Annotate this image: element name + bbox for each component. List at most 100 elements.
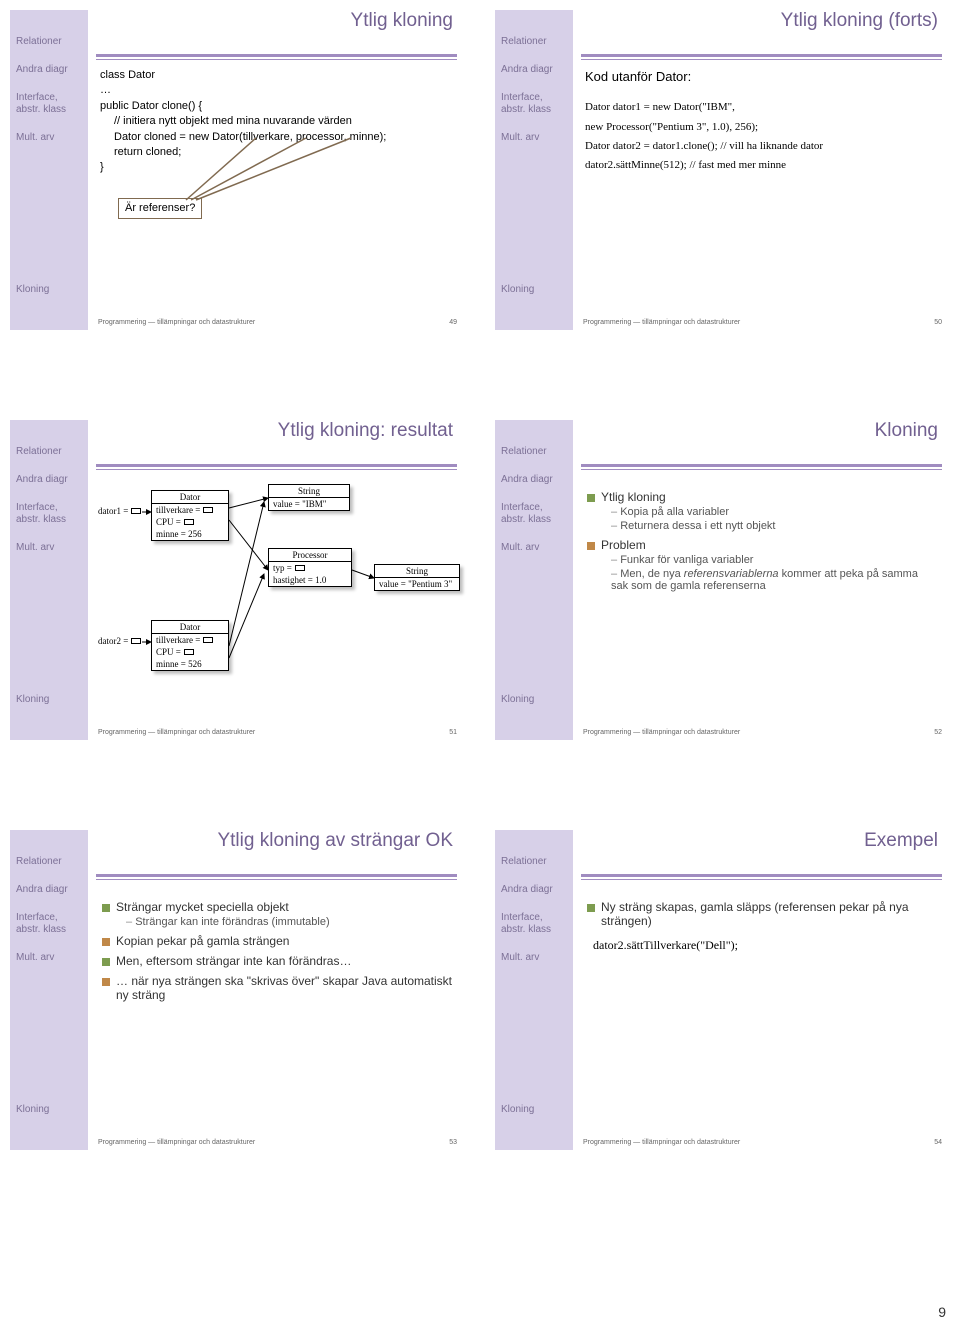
sidebar-item: Mult. arv xyxy=(10,124,88,152)
title-bar: Ytlig kloning (forts) xyxy=(581,10,942,50)
sidebar-item: Andra diagr xyxy=(495,56,573,84)
sidebar: RelationerAndra diagrInterface, abstr. k… xyxy=(495,10,573,330)
bullet-icon xyxy=(102,938,110,946)
object-field: tillverkare = xyxy=(152,634,228,646)
bullet-icon xyxy=(102,904,110,912)
rule-thick xyxy=(96,874,457,877)
object-field: typ = xyxy=(269,562,351,574)
ref-icon xyxy=(184,519,194,525)
slide-title: Ytlig kloning: resultat xyxy=(278,420,453,442)
rule-thick xyxy=(581,54,942,57)
footer-text: Programmering — tillämpningar och datast… xyxy=(583,729,740,736)
bullet-text: Strängar mycket speciella objekt xyxy=(116,900,289,914)
sidebar-item: Relationer xyxy=(10,438,88,466)
object-header: Dator xyxy=(152,621,228,634)
sidebar-item: Interface, abstr. klass xyxy=(10,84,88,124)
footer-text: Programmering — tillämpningar och datast… xyxy=(98,1139,255,1146)
sidebar-item: Interface, abstr. klass xyxy=(495,494,573,534)
sidebar: RelationerAndra diagrInterface, abstr. k… xyxy=(10,10,88,330)
bullet-item: Ny sträng skapas, gamla släpps (referens… xyxy=(587,900,938,928)
rule-thick xyxy=(96,54,457,57)
slide-main: Ytlig kloning: resultat dator1 = dator2 = D… xyxy=(88,420,465,740)
object-box: Datortillverkare = CPU = minne = 256 xyxy=(151,490,229,541)
code-line: new Processor("Pentium 3", 1.0), 256); xyxy=(585,120,942,135)
title-bar: Ytlig kloning av strängar OK xyxy=(96,830,457,870)
slide-main: Ytlig kloning (forts)Kod utanför Dator:D… xyxy=(573,10,950,330)
slide-main: Ytlig kloning class Dator…public Dator cl… xyxy=(88,10,465,330)
bullet-item: Problem xyxy=(587,538,938,552)
bullets: Strängar mycket speciella objekt Strängar… xyxy=(96,888,457,1002)
code-line: } xyxy=(100,160,457,175)
slide: RelationerAndra diagrInterface, abstr. k… xyxy=(10,420,465,740)
ref-icon xyxy=(203,507,213,513)
rule-thin xyxy=(96,59,457,60)
slide-footer: Programmering — tillämpningar och datast… xyxy=(98,1139,457,1146)
sidebar-item: Kloning xyxy=(495,686,573,714)
sidebar-item: Relationer xyxy=(10,28,88,56)
sidebar-item: Kloning xyxy=(10,276,88,304)
sidebar-item: Mult. arv xyxy=(495,534,573,562)
slide-title: Ytlig kloning av strängar OK xyxy=(217,830,453,852)
footer-page: 52 xyxy=(934,729,942,736)
slide: RelationerAndra diagrInterface, abstr. k… xyxy=(495,10,950,330)
slide-title: Ytlig kloning xyxy=(351,10,453,32)
sidebar-item: Relationer xyxy=(10,848,88,876)
bullet-item: … när nya strängen ska "skrivas över" sk… xyxy=(102,974,453,1002)
slide: RelationerAndra diagrInterface, abstr. k… xyxy=(10,10,465,330)
slide-title: Exempel xyxy=(864,830,938,852)
code-line: class Dator xyxy=(100,68,457,83)
sidebar-item: Relationer xyxy=(495,28,573,56)
footer-text: Programmering — tillämpningar och datast… xyxy=(98,319,255,326)
sidebar-item: Interface, abstr. klass xyxy=(10,494,88,534)
object-box: Datortillverkare = CPU = minne = 526 xyxy=(151,620,229,671)
code-line: return cloned; xyxy=(100,145,457,160)
sidebar-item: Andra diagr xyxy=(495,876,573,904)
bullet-text: Ytlig kloning xyxy=(601,490,666,504)
sidebar-item: Interface, abstr. klass xyxy=(495,84,573,124)
slide-title: Kloning xyxy=(875,420,938,442)
sidebar-item: Interface, abstr. klass xyxy=(495,904,573,944)
sidebar-item: Kloning xyxy=(495,276,573,304)
sidebar-item: Kloning xyxy=(10,686,88,714)
object-box: Stringvalue = "Pentium 3" xyxy=(374,564,460,591)
sidebar-item: Kloning xyxy=(10,1096,88,1124)
slide-main: Ytlig kloning av strängar OK Strängar myc… xyxy=(88,830,465,1150)
slide-main: Kloning Ytlig kloning Kopia på alla variab… xyxy=(573,420,950,740)
bullet-sub: Returnera dessa i ett nytt objekt xyxy=(611,520,938,532)
object-header: Dator xyxy=(152,491,228,504)
bullet-sub: Kopia på alla variabler xyxy=(611,506,938,518)
label-d2: dator2 = xyxy=(98,636,141,646)
code-line: public Dator clone() { xyxy=(100,99,457,114)
code-block: class Dator…public Dator clone() { // in… xyxy=(96,68,457,176)
sidebar-item: Mult. arv xyxy=(495,944,573,972)
footer-page: 54 xyxy=(934,1139,942,1146)
slide-footer: Programmering — tillämpningar och datast… xyxy=(98,729,457,736)
object-field: value = "Pentium 3" xyxy=(375,578,459,590)
bullet-text: Problem xyxy=(601,538,646,552)
object-box: Processortyp = hastighet = 1.0 xyxy=(268,548,352,587)
bullet-sub: Men, de nya referensvariablerna kommer a… xyxy=(611,568,938,592)
bullet-text: Kopian pekar på gamla strängen xyxy=(116,934,289,948)
object-header: Processor xyxy=(269,549,351,562)
sidebar-item: Andra diagr xyxy=(10,56,88,84)
slide: RelationerAndra diagrInterface, abstr. k… xyxy=(10,830,465,1150)
sidebar: RelationerAndra diagrInterface, abstr. k… xyxy=(10,830,88,1150)
bullet-item: Men, eftersom strängar inte kan förändra… xyxy=(102,954,453,968)
code-line: Dator cloned = new Dator(tillverkare, pr… xyxy=(100,130,457,145)
code-header: Kod utanför Dator: xyxy=(585,68,942,86)
slide-footer: Programmering — tillämpningar och datast… xyxy=(583,319,942,326)
object-field: minne = 526 xyxy=(152,658,228,670)
footer-text: Programmering — tillämpningar och datast… xyxy=(98,729,255,736)
bullet-sub: Strängar kan inte förändras (immutable) xyxy=(126,916,453,928)
bullet-text: Men, eftersom strängar inte kan förändra… xyxy=(116,954,351,968)
bullet-text: … när nya strängen ska "skrivas över" sk… xyxy=(116,974,453,1002)
title-bar: Exempel xyxy=(581,830,942,870)
label-d1: dator1 = xyxy=(98,506,141,516)
slide-title: Ytlig kloning (forts) xyxy=(781,10,938,32)
sidebar-item: Andra diagr xyxy=(10,466,88,494)
slide: RelationerAndra diagrInterface, abstr. k… xyxy=(495,420,950,740)
code-line: // initiera nytt objekt med mina nuvaran… xyxy=(100,114,457,129)
sidebar: RelationerAndra diagrInterface, abstr. k… xyxy=(10,420,88,740)
ref-icon xyxy=(295,565,305,571)
footer-page: 50 xyxy=(934,319,942,326)
